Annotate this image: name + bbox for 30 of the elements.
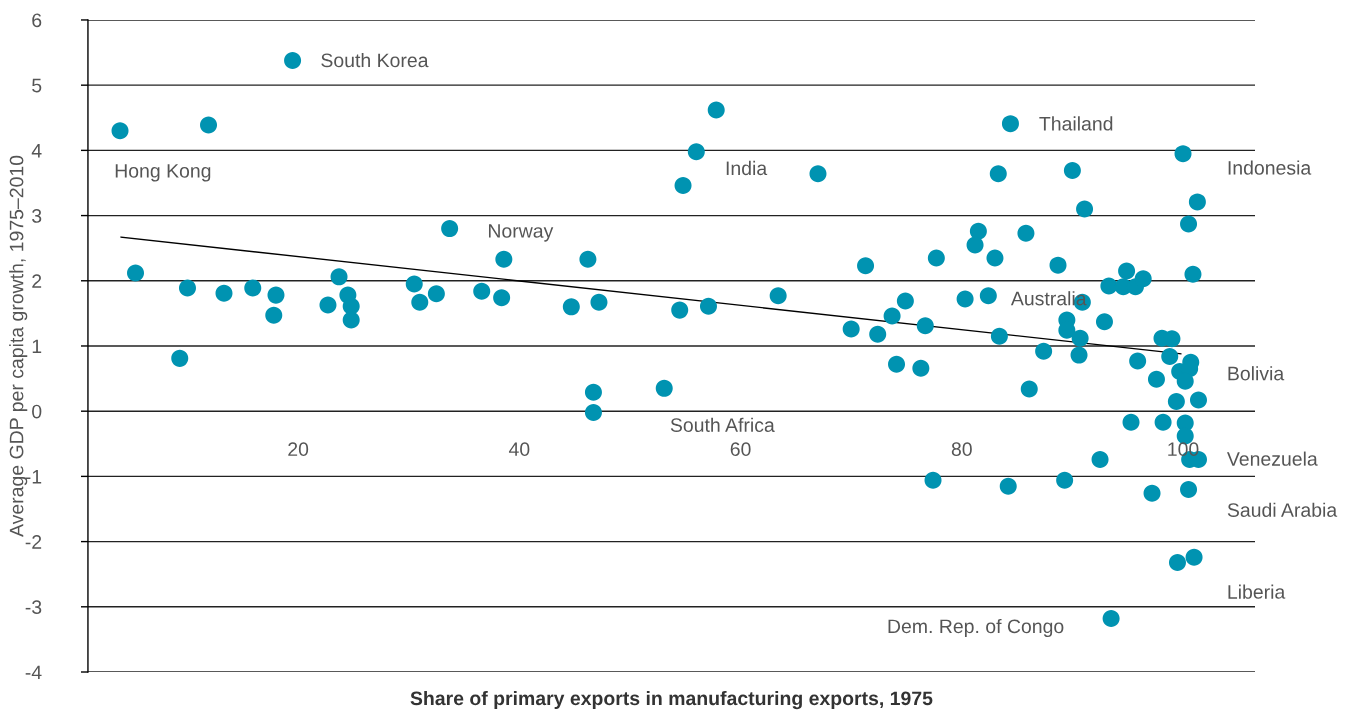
y-tick-label: 0 [32, 404, 42, 419]
annotation: South Korea [321, 52, 429, 68]
annotation: Saudi Arabia [1227, 502, 1338, 517]
annotation: South Africa [670, 417, 775, 432]
x-axis-title: Share of primary exports in manufacturing exports, 1975 [410, 690, 933, 710]
y-tick-label: -4 [25, 665, 42, 680]
annotation: Liberia [1228, 584, 1286, 599]
y-tick-label: 4 [31, 144, 42, 158]
x-tick-label: 60 [730, 442, 751, 457]
y-tick-label: 6 [32, 13, 42, 28]
x-tick-label: 100 [1168, 442, 1199, 457]
y-tick-label: -1 [25, 470, 42, 484]
annotation: Bolivia [1228, 366, 1285, 381]
y-tick-label: 2 [32, 274, 42, 288]
y-tick-label: -3 [25, 600, 42, 615]
x-tick-label: 80 [951, 442, 972, 457]
y-tick-label: 1 [32, 339, 42, 354]
x-tick-label: 40 [508, 442, 530, 457]
y-axis-title: Average GDP per capita growth, 1975–2010 [9, 155, 28, 537]
annotation: Indonesia [1228, 160, 1312, 175]
annotation: Venezuela [1226, 451, 1318, 466]
annotation: Norway [488, 224, 554, 242]
x-tick-label: 20 [288, 442, 309, 457]
annotation: Dem. Rep. of Congo [888, 618, 1064, 638]
annotation: Hong Kong [115, 164, 211, 182]
y-tick-label: -2 [25, 535, 42, 549]
y-tick-label: 5 [32, 78, 42, 93]
annotation: Thailand [1039, 116, 1113, 131]
y-tick-label: 3 [32, 209, 42, 223]
annotation: India [726, 160, 768, 176]
